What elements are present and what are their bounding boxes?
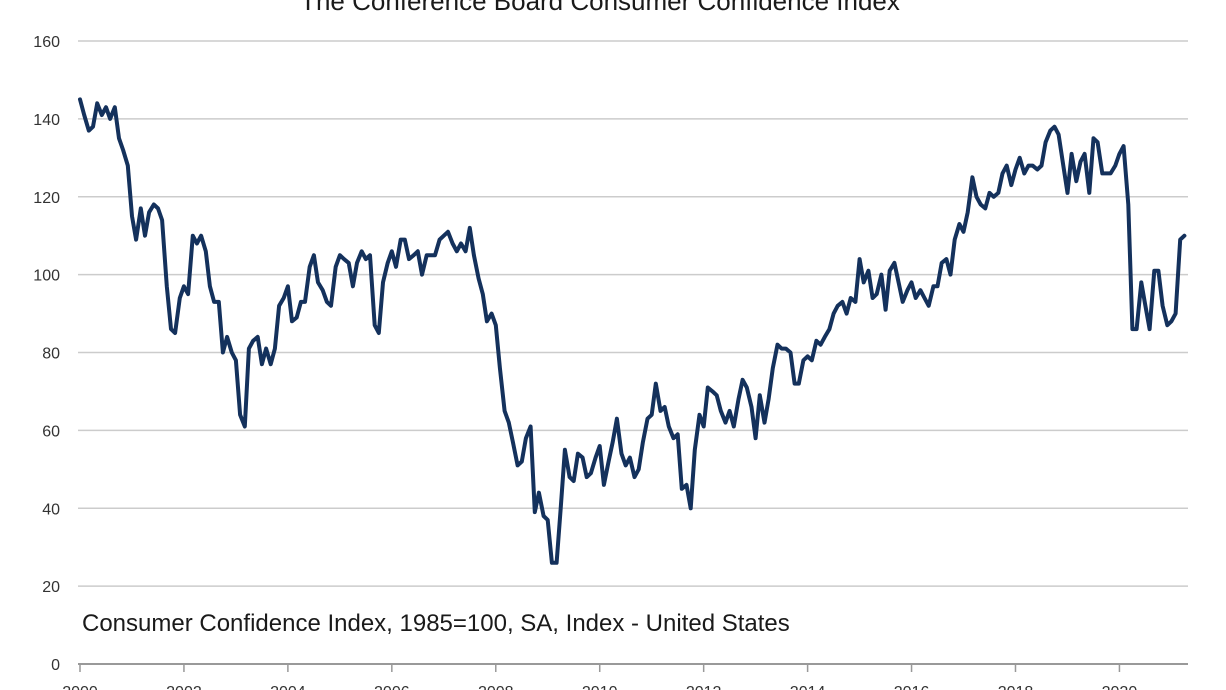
y-tick-label: 120 xyxy=(33,190,60,207)
y-tick-label: 20 xyxy=(42,579,60,596)
y-tick-label: 40 xyxy=(42,501,60,518)
x-tick-label: 2020 xyxy=(1102,684,1138,690)
y-tick-label: 80 xyxy=(42,346,60,363)
y-tick-label: 100 xyxy=(33,268,60,285)
x-tick-label: 2012 xyxy=(686,684,722,690)
x-tick-label: 2018 xyxy=(998,684,1034,690)
series-caption: Consumer Confidence Index, 1985=100, SA,… xyxy=(82,610,790,637)
x-tick-label: 2008 xyxy=(478,684,514,690)
y-tick-label: 60 xyxy=(42,423,60,440)
x-tick-label: 2000 xyxy=(62,684,98,690)
y-tick-label: 140 xyxy=(33,112,60,129)
y-axis-tick-labels: 0 20 40 60 80 100 120 140 160 xyxy=(33,34,60,674)
x-tick-label: 2010 xyxy=(582,684,618,690)
gridlines xyxy=(78,40,1188,665)
series-line-consumer-confidence xyxy=(78,97,1187,565)
x-tick-label: 2006 xyxy=(374,684,410,690)
x-tick-label: 2004 xyxy=(270,684,306,690)
y-tick-label: 160 xyxy=(33,34,60,51)
y-tick-label: 0 xyxy=(51,657,60,674)
x-tick-label: 2002 xyxy=(166,684,202,690)
x-tick-label: 2016 xyxy=(894,684,930,690)
chart-title: The Conference Board Consumer Confidence… xyxy=(300,0,900,16)
